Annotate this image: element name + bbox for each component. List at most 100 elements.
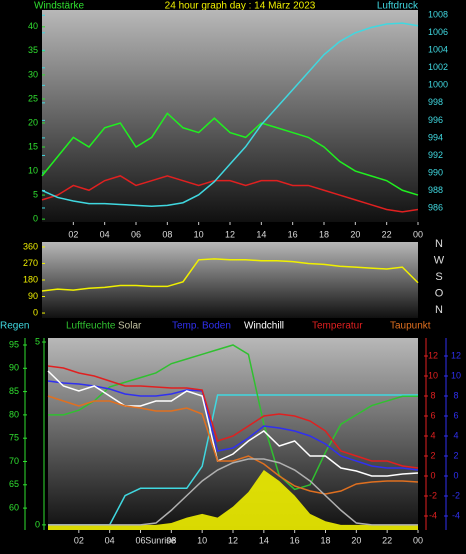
y-tick-label: 2: [453, 450, 458, 460]
y2-tick-label: 1008: [428, 10, 448, 20]
line: [48, 458, 418, 526]
x-tick-label: 04: [100, 229, 110, 239]
x-tick-label: 02: [74, 535, 84, 545]
x-tick-label: 06: [131, 229, 141, 239]
line: [47, 370, 419, 477]
line: [47, 365, 419, 469]
y2-tick-label: 990: [428, 167, 443, 177]
x-tick-label: 16: [288, 229, 298, 239]
y-tick-label: 65: [9, 479, 19, 489]
x-tick-label: 02: [68, 229, 78, 239]
y-tick-label: 4: [430, 430, 435, 440]
plot-area: [48, 338, 418, 530]
x-tick-label: 04: [105, 535, 115, 545]
y2-axis-label: Luftdruck: [377, 1, 419, 12]
y-tick-label: 0: [430, 470, 435, 480]
y-tick-label: 15: [28, 141, 38, 151]
x-tick-label: 22: [382, 535, 392, 545]
x-tick-label: 06: [135, 535, 145, 545]
y-tick-label: 6: [430, 410, 435, 420]
y2-tick-label: 992: [428, 150, 443, 160]
y-tick-label: 60: [9, 502, 19, 512]
y-tick-label: 30: [28, 69, 38, 79]
legend-entry: Windchill: [244, 321, 284, 332]
direction-label: S: [435, 271, 442, 283]
line: [47, 380, 419, 471]
y2-tick-label: 986: [428, 202, 443, 212]
y-tick-label: -4: [429, 510, 437, 520]
y2-tick-label: 1006: [428, 27, 448, 37]
y-tick-label: 360: [23, 241, 38, 251]
x-tick-label: 12: [225, 229, 235, 239]
legend-entry: Temp. Boden: [172, 321, 231, 332]
x-tick-label: 16: [290, 535, 300, 545]
y-tick-label: 25: [28, 93, 38, 103]
line: [47, 395, 419, 495]
y-tick-label: 0: [35, 519, 40, 529]
line: [41, 258, 419, 292]
y-tick-label: 6: [453, 410, 458, 420]
y-tick-label: 4: [453, 430, 458, 440]
y-tick-label: 35: [28, 45, 38, 55]
y2-tick-label: 996: [428, 115, 443, 125]
y-tick-label: 10: [451, 370, 461, 380]
legend-entry: Regen: [0, 321, 29, 332]
y2-tick-label: 998: [428, 97, 443, 107]
x-tick-label: 18: [320, 535, 330, 545]
y-tick-label: 10: [28, 165, 38, 175]
y-tick-label: 2: [430, 450, 435, 460]
x-tick-label: 00: [413, 535, 423, 545]
direction-label: N: [435, 238, 443, 250]
y-tick-label: 95: [9, 339, 19, 349]
x-tick-label: 14: [256, 229, 266, 239]
plot-area: [42, 10, 418, 222]
y-tick-label: 40: [28, 21, 38, 31]
legend-entry: Temperatur: [312, 321, 363, 332]
y-tick-label: 0: [33, 307, 38, 317]
direction-label: N: [435, 304, 443, 316]
x-tick-label: 08: [162, 229, 172, 239]
x-tick-label: 00: [413, 229, 423, 239]
plot-area: [42, 242, 418, 318]
y-tick-label: 5: [33, 189, 38, 199]
y-tick-label: -2: [429, 490, 437, 500]
y-axis-label: Windstärke: [34, 1, 84, 12]
y-tick-label: -2: [452, 490, 460, 500]
direction-label: O: [435, 287, 444, 299]
y2-tick-label: 1002: [428, 62, 448, 72]
y-tick-label: 12: [451, 350, 461, 360]
legend-entry: Taupunkt: [390, 321, 431, 332]
y2-tick-label: 1004: [428, 45, 448, 55]
y-tick-label: 8: [430, 390, 435, 400]
y-tick-label: 0: [453, 470, 458, 480]
y-tick-label: 90: [28, 291, 38, 301]
legend-entry: Solar: [118, 321, 142, 332]
y-tick-label: 0: [33, 213, 38, 223]
y-tick-label: 8: [453, 390, 458, 400]
legend-entry: Luftfeuchte: [66, 321, 116, 332]
y-tick-label: 20: [28, 117, 38, 127]
x-tick-label: 22: [382, 229, 392, 239]
y-tick-label: 85: [9, 386, 19, 396]
x-tick-label: 18: [319, 229, 329, 239]
chart-title: 24 hour graph day : 14 März 2023: [165, 1, 316, 12]
x-tick-label: 12: [228, 535, 238, 545]
line: [41, 112, 419, 196]
y-tick-label: 12: [428, 350, 438, 360]
area: [48, 470, 418, 530]
y2-tick-label: 1000: [428, 80, 448, 90]
direction-label: W: [434, 254, 445, 266]
y-tick-label: 180: [23, 274, 38, 284]
y-tick-label: 270: [23, 258, 38, 268]
y-tick-label: 5: [35, 336, 40, 346]
line: [41, 175, 419, 213]
y-tick-label: 75: [9, 433, 19, 443]
line: [48, 344, 418, 491]
x-tick-label: 08: [166, 535, 176, 545]
x-tick-label: 20: [350, 229, 360, 239]
y2-tick-label: 988: [428, 185, 443, 195]
y2-tick-label: 994: [428, 132, 443, 142]
x-tick-label: 10: [194, 229, 204, 239]
line: [41, 22, 419, 207]
